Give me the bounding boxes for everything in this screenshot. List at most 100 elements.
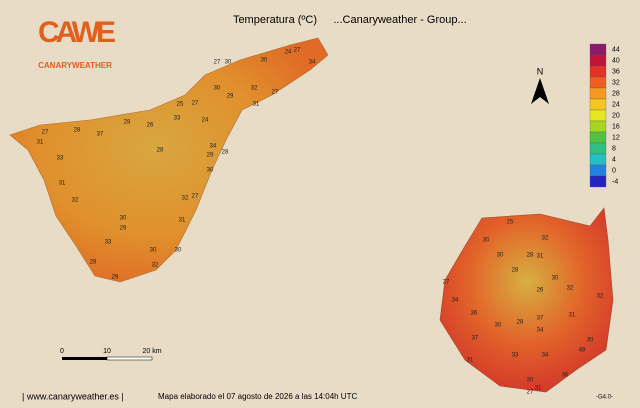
temperature-label: 34 xyxy=(452,298,459,304)
legend-label: 44 xyxy=(612,46,620,53)
temperature-label: 30 xyxy=(261,58,268,64)
temperature-label: 37 xyxy=(97,132,104,138)
title: Temperatura (ºC) xyxy=(233,14,317,26)
temperature-label: 30 xyxy=(527,378,534,384)
temperature-label: 28 xyxy=(512,268,519,274)
temperature-label: 24 xyxy=(285,50,292,56)
temperature-label: 34 xyxy=(309,60,316,66)
temperature-label: 27 xyxy=(272,90,279,96)
legend-label: 28 xyxy=(612,90,620,97)
temperature-label: 28 xyxy=(517,320,524,326)
temperature-label: 33 xyxy=(174,116,181,122)
temperature-label: 31 xyxy=(569,313,576,319)
temperature-label: 33 xyxy=(105,240,112,246)
temperature-label: 28 xyxy=(527,253,534,259)
temperature-label: 31 xyxy=(535,386,542,392)
temperature-label: 34 xyxy=(210,144,217,150)
gran-canaria xyxy=(439,207,614,393)
temperature-label: 32 xyxy=(72,198,79,204)
subtitle: ...Canaryweather - Group... xyxy=(333,14,466,26)
legend-label: 32 xyxy=(612,79,620,86)
temperature-label: 28 xyxy=(157,148,164,154)
scale-label: 10 xyxy=(103,348,111,355)
legend-swatch xyxy=(589,120,607,133)
temperature-label: 29 xyxy=(112,275,119,281)
north-label: N xyxy=(537,66,544,76)
legend-swatch xyxy=(589,43,607,56)
temperature-label: 32 xyxy=(152,263,159,269)
temperature-label: 25 xyxy=(507,220,514,226)
scale-label: 0 xyxy=(60,348,64,355)
temperature-label: 31 xyxy=(37,140,44,146)
temperature-label: 29 xyxy=(207,153,214,159)
temperature-label: 37 xyxy=(537,316,544,322)
legend-label: -4 xyxy=(612,178,618,185)
temperature-label: 31 xyxy=(179,218,186,224)
legend-label: 36 xyxy=(612,68,620,75)
scale-bar: 0 10 20 km xyxy=(60,348,162,361)
legend-swatch xyxy=(589,109,607,122)
logo-text: CANARYWEATHER xyxy=(38,61,112,70)
temperature-label: 28 xyxy=(90,260,97,266)
temperature-label: 27 xyxy=(192,194,199,200)
legend-swatch xyxy=(589,54,607,67)
temperature-label: 32 xyxy=(251,86,258,92)
temperature-label: 26 xyxy=(147,123,154,129)
temperature-label: 28 xyxy=(222,150,229,156)
temperature-label: 30 xyxy=(214,86,221,92)
temperature-label: 30 xyxy=(495,323,502,329)
temperature-label: 34 xyxy=(537,328,544,334)
temperature-label: 48 xyxy=(579,348,586,354)
legend-swatch xyxy=(589,98,607,111)
temperature-label: 27 xyxy=(192,101,199,107)
legend-label: 12 xyxy=(612,134,620,141)
temperature-label: 31 xyxy=(537,254,544,260)
legend-swatch xyxy=(589,65,607,78)
temperature-label: 30 xyxy=(225,60,232,66)
north-icon xyxy=(531,78,549,104)
tenerife xyxy=(9,37,329,283)
legend-swatch xyxy=(589,131,607,144)
scale-segment xyxy=(62,357,107,360)
legend-swatch xyxy=(589,87,607,100)
temperature-label: 26 xyxy=(537,288,544,294)
temperature-label: 29 xyxy=(120,226,127,232)
legend-label: 4 xyxy=(612,156,616,163)
temperature-label: 33 xyxy=(512,353,519,359)
scale-segment xyxy=(106,356,153,361)
temperature-label: 33 xyxy=(57,156,64,162)
temperature-label: 30 xyxy=(175,248,182,254)
temperature-label: 32 xyxy=(542,236,549,242)
legend-swatch xyxy=(589,76,607,89)
temperature-label: 27 xyxy=(214,60,221,66)
footer-site: | www.canaryweather.es | xyxy=(22,391,124,401)
temperature-label: 28 xyxy=(124,120,131,126)
temperature-label: 30 xyxy=(150,248,157,254)
legend-swatch xyxy=(589,175,607,188)
legend-swatch xyxy=(589,164,607,177)
logo: CAWE CANARYWEATHER xyxy=(38,16,119,70)
temperature-label: 37 xyxy=(472,336,479,342)
temperature-label: 31 xyxy=(59,181,66,187)
scale-label: 20 km xyxy=(142,348,161,355)
temperature-label: 31 xyxy=(253,102,260,108)
temperature-label: 36 xyxy=(471,311,478,317)
temperature-label: 30 xyxy=(120,216,127,222)
temperature-label: 36 xyxy=(562,373,569,379)
footer-note: Mapa elaborado el 07 agosto de 2026 a la… xyxy=(158,392,357,401)
legend-label: 16 xyxy=(612,123,620,130)
temperature-label: 27 xyxy=(294,48,301,54)
footer-version: -G4.0- xyxy=(596,395,613,401)
legend-label: 20 xyxy=(612,112,620,119)
temperature-label: 27 xyxy=(42,130,49,136)
temperature-label: 30 xyxy=(587,338,594,344)
logo-mark: CAWE xyxy=(38,16,115,49)
temperature-label: 30 xyxy=(552,276,559,282)
legend-swatch xyxy=(589,142,607,155)
temperature-label: 28 xyxy=(74,128,81,134)
temperature-label: 32 xyxy=(182,196,189,202)
temperature-label: 27 xyxy=(527,390,534,396)
temperature-label: 30 xyxy=(497,253,504,259)
